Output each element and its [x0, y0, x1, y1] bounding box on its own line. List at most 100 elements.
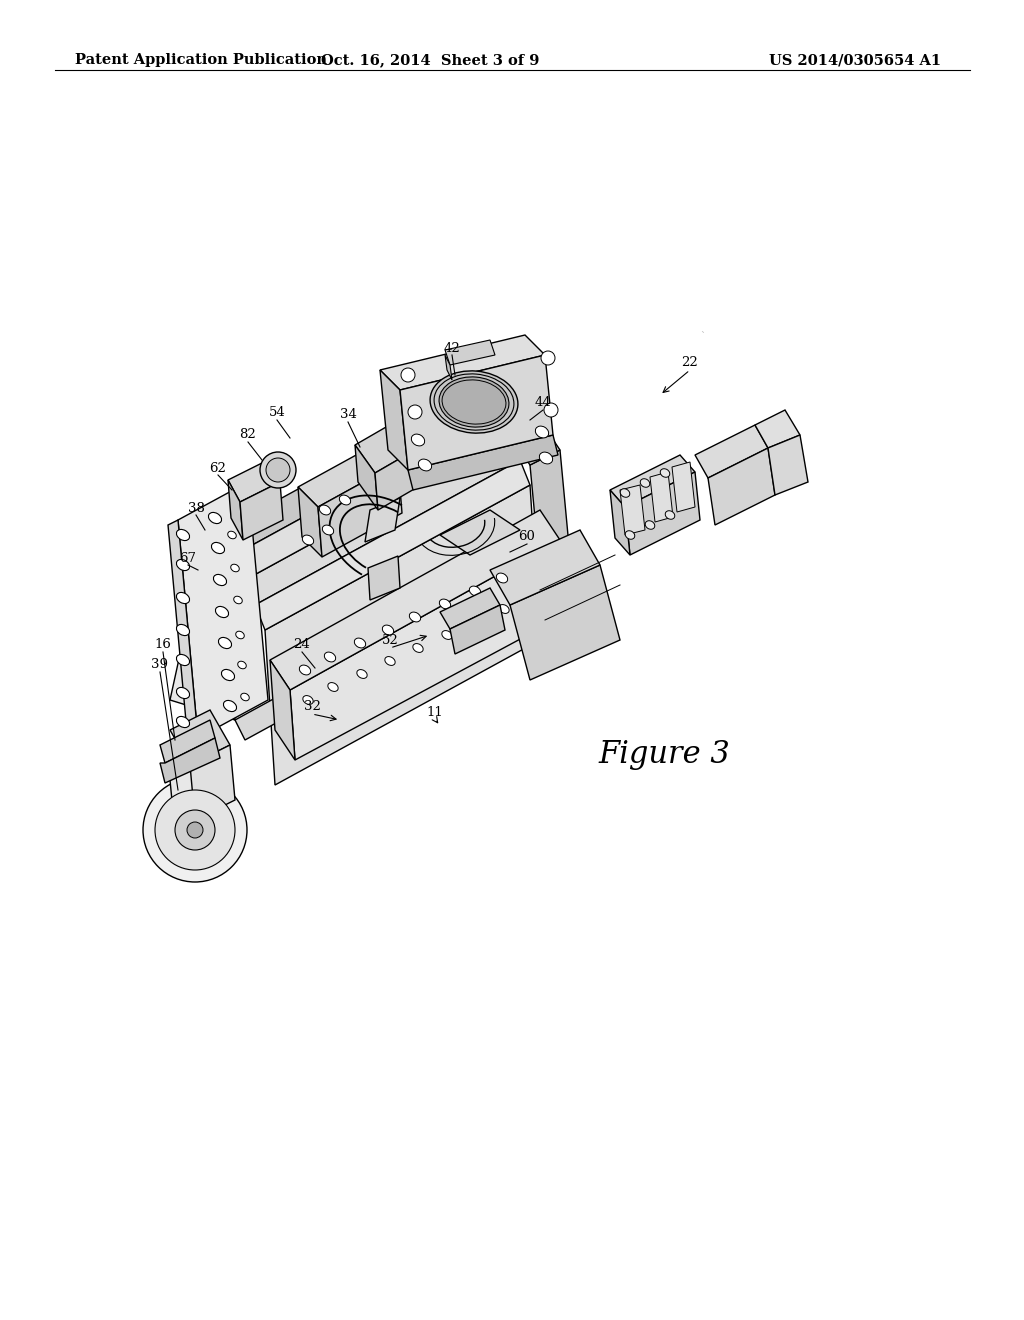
Text: Oct. 16, 2014  Sheet 3 of 9: Oct. 16, 2014 Sheet 3 of 9 [321, 53, 540, 67]
Text: 32: 32 [303, 701, 321, 714]
Ellipse shape [211, 543, 224, 553]
Ellipse shape [328, 682, 338, 692]
Polygon shape [255, 459, 530, 630]
Text: Patent Application Publication: Patent Application Publication [75, 53, 327, 67]
Polygon shape [175, 820, 205, 862]
Ellipse shape [354, 638, 366, 648]
Ellipse shape [626, 531, 635, 540]
Ellipse shape [236, 631, 245, 639]
Polygon shape [610, 455, 695, 507]
Ellipse shape [176, 717, 189, 727]
Ellipse shape [176, 593, 189, 603]
Circle shape [544, 403, 558, 417]
Text: 62: 62 [210, 462, 226, 474]
Text: 11: 11 [427, 705, 443, 718]
Polygon shape [355, 445, 378, 510]
Text: 42: 42 [443, 342, 461, 355]
Polygon shape [650, 473, 673, 521]
Polygon shape [445, 355, 452, 380]
Ellipse shape [209, 512, 221, 524]
Polygon shape [318, 463, 402, 557]
Ellipse shape [230, 564, 240, 572]
Ellipse shape [469, 586, 480, 595]
Text: 54: 54 [268, 407, 286, 420]
Ellipse shape [540, 451, 553, 463]
Polygon shape [530, 450, 575, 624]
Ellipse shape [303, 696, 313, 705]
Polygon shape [365, 498, 400, 543]
Polygon shape [445, 341, 495, 366]
Circle shape [266, 458, 290, 482]
Text: 22: 22 [682, 356, 698, 370]
Ellipse shape [325, 652, 336, 661]
Polygon shape [380, 370, 408, 470]
Polygon shape [225, 414, 510, 579]
Polygon shape [270, 660, 295, 760]
Circle shape [541, 351, 555, 366]
Text: 39: 39 [152, 659, 169, 672]
Ellipse shape [176, 688, 189, 698]
Text: 34: 34 [340, 408, 356, 421]
Text: 24: 24 [294, 639, 310, 652]
Circle shape [187, 822, 203, 838]
Polygon shape [168, 520, 198, 743]
Polygon shape [708, 447, 775, 525]
Ellipse shape [176, 624, 189, 635]
Circle shape [401, 368, 415, 381]
Circle shape [260, 451, 296, 488]
Text: Figure 3: Figure 3 [598, 739, 730, 771]
Ellipse shape [666, 511, 675, 519]
Polygon shape [228, 480, 243, 540]
Ellipse shape [176, 560, 189, 570]
Ellipse shape [413, 644, 423, 652]
Polygon shape [170, 540, 234, 719]
Ellipse shape [430, 371, 518, 433]
Polygon shape [270, 510, 560, 690]
Polygon shape [408, 436, 558, 490]
Polygon shape [375, 440, 435, 510]
Ellipse shape [176, 655, 189, 665]
Ellipse shape [241, 693, 249, 701]
Polygon shape [368, 556, 400, 601]
Ellipse shape [213, 574, 226, 586]
Polygon shape [510, 565, 620, 680]
Polygon shape [170, 768, 200, 832]
Text: 44: 44 [535, 396, 551, 409]
Ellipse shape [323, 525, 334, 535]
Polygon shape [610, 490, 630, 554]
Polygon shape [672, 462, 695, 512]
Polygon shape [298, 444, 398, 507]
Ellipse shape [660, 469, 670, 478]
Ellipse shape [382, 626, 393, 635]
Ellipse shape [223, 701, 237, 711]
Ellipse shape [439, 378, 509, 428]
Polygon shape [170, 710, 230, 766]
Ellipse shape [471, 618, 481, 627]
Text: 60: 60 [518, 531, 536, 544]
Ellipse shape [439, 599, 451, 609]
Polygon shape [400, 355, 553, 470]
Ellipse shape [412, 434, 425, 446]
Polygon shape [380, 335, 545, 389]
Polygon shape [190, 744, 234, 820]
Ellipse shape [238, 661, 246, 669]
Polygon shape [450, 605, 505, 653]
Polygon shape [298, 487, 322, 557]
Polygon shape [490, 531, 600, 605]
Text: `: ` [700, 333, 705, 342]
Ellipse shape [441, 631, 453, 639]
Polygon shape [440, 510, 520, 554]
Polygon shape [355, 412, 432, 473]
Ellipse shape [536, 426, 549, 438]
Text: 38: 38 [187, 502, 205, 515]
Circle shape [175, 810, 215, 850]
Polygon shape [695, 425, 768, 478]
Text: 67: 67 [179, 552, 197, 565]
Ellipse shape [299, 665, 310, 675]
Polygon shape [205, 395, 490, 560]
Polygon shape [160, 719, 215, 763]
Polygon shape [178, 482, 268, 738]
Ellipse shape [499, 605, 509, 614]
Ellipse shape [640, 479, 650, 487]
Ellipse shape [319, 506, 331, 515]
